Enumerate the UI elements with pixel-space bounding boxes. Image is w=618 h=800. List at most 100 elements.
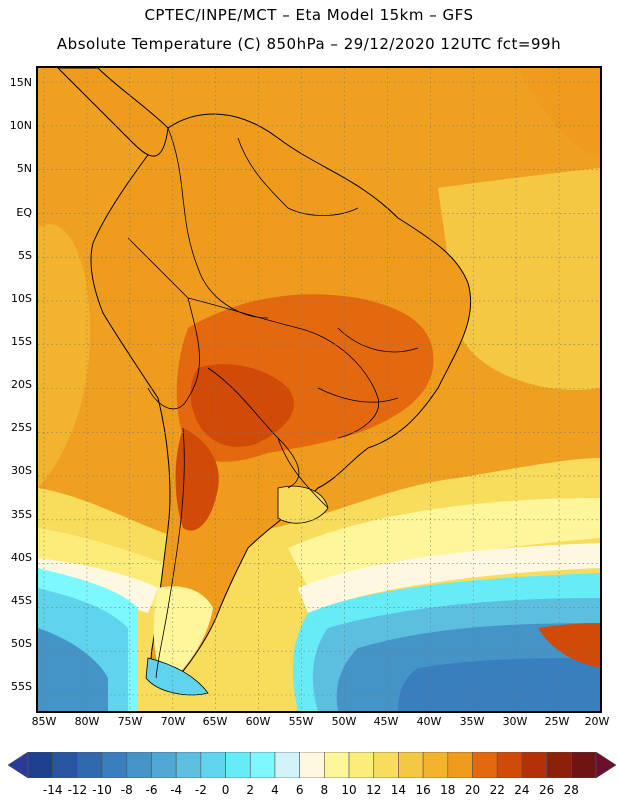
central-america [57, 68, 169, 157]
andes-hot-strip [175, 428, 219, 531]
lat-label: 10N [9, 119, 32, 132]
lat-label: 15S [11, 335, 32, 348]
chaco-hot-core [190, 364, 294, 447]
lon-label: 65W [202, 715, 228, 728]
colorbar-tick-label: 12 [366, 783, 382, 797]
colorbar-segment [27, 752, 53, 778]
border-colombia [167, 127, 269, 319]
lon-label: 80W [74, 715, 100, 728]
lon-label: 85W [31, 715, 57, 728]
border-brazil-states-2 [317, 387, 399, 403]
lon-label: 40W [416, 715, 442, 728]
border-bolivia-paraguay [207, 367, 300, 489]
colorbar-tick-label: 0 [221, 783, 230, 797]
temperature-colorbar [8, 752, 616, 778]
colorbar-segment [398, 752, 424, 778]
colorbar-segment [571, 752, 597, 778]
atlantic-coldest-zone [398, 658, 600, 711]
colorbar-segment [200, 752, 226, 778]
border-venezuela [237, 137, 359, 216]
border-argentina-brazil [277, 437, 329, 509]
colorbar-tick-label: -12 [67, 783, 88, 797]
colorbar-tick-label: -8 [120, 783, 133, 797]
atlantic-pale-band [288, 498, 600, 588]
lat-label: EQ [16, 206, 32, 219]
colorbar-segment [521, 752, 547, 778]
colorbar-segment [472, 752, 498, 778]
colorbar-tick-label: 8 [320, 783, 329, 797]
lat-label: 45S [11, 594, 32, 607]
lat-label: 55S [11, 680, 32, 693]
colorbar-tick-label: 6 [295, 783, 304, 797]
chart-title-line2: Absolute Temperature (C) 850hPa – 29/12/… [56, 35, 562, 53]
border-brazil-west [187, 297, 380, 439]
lon-label: 45W [373, 715, 399, 728]
colorbar-segment [175, 752, 202, 778]
lat-label: 5N [16, 162, 32, 175]
colorbar-segment [151, 752, 177, 778]
lat-label: 40S [11, 551, 32, 564]
colorbar-tick-label: 4 [271, 783, 279, 797]
lat-label: 15N [9, 76, 32, 89]
lon-label: 25W [544, 715, 570, 728]
lon-label: 60W [245, 715, 271, 728]
country-borders [127, 127, 419, 679]
pacific-colder-zone [38, 628, 108, 711]
lon-label: 50W [331, 715, 357, 728]
lat-label: 50S [11, 637, 32, 650]
colorbar-segment [52, 752, 78, 778]
lon-label: 75W [117, 715, 143, 728]
colorbar-tick-label: 28 [563, 783, 579, 797]
lon-label: 30W [502, 715, 528, 728]
border-peru [147, 297, 200, 410]
lon-label: 70W [160, 715, 186, 728]
colorbar-tick-label: 18 [440, 783, 456, 797]
tierra-del-fuego [145, 657, 209, 696]
map-svg [38, 68, 600, 711]
colorbar-segment [77, 752, 103, 778]
colorbar-tick-label: -6 [145, 783, 158, 797]
colorbar-segment [299, 752, 325, 778]
colorbar-tick-label: -4 [170, 783, 183, 797]
lat-label: 25S [11, 421, 32, 434]
colorbar-segment [422, 752, 449, 778]
colorbar-segment [546, 752, 572, 778]
lat-label: 35S [11, 508, 32, 521]
colorbar-under-arrow [8, 752, 29, 778]
lon-label: 55W [288, 715, 314, 728]
colorbar-tick-label: 22 [489, 783, 505, 797]
colorbar-segment [249, 752, 276, 778]
border-chile-argentina [155, 427, 185, 679]
colorbar-tick-label: 24 [514, 783, 530, 797]
colorbar-tick-label: 14 [390, 783, 407, 797]
graticule [38, 68, 600, 711]
colorbar-over-arrow [595, 752, 616, 778]
colorbar-tick-label: -14 [42, 783, 63, 797]
lat-label: 10S [11, 292, 32, 305]
colorbar-tick-label: 2 [246, 783, 255, 797]
border-ecuador [127, 237, 189, 299]
lat-label: 20S [11, 378, 32, 391]
lat-label: 5S [18, 249, 32, 262]
temperature-map [36, 66, 602, 713]
colorbar-tick-label: -2 [194, 783, 207, 797]
lon-label: 20W [584, 715, 610, 728]
colorbar-tick-label: 20 [464, 783, 481, 797]
colorbar-segment [126, 752, 152, 778]
colorbar-segment [447, 752, 473, 778]
colorbar-tick-label: 16 [415, 783, 431, 797]
colorbar-segment [373, 752, 399, 778]
colorbar-segment [348, 752, 375, 778]
colorbar-tick-label: -10 [92, 783, 112, 797]
pacific-warm-patch [38, 224, 90, 488]
atlantic-white-strip [298, 543, 600, 613]
colorbar-segment [274, 752, 300, 778]
colorbar-tick-label: 10 [341, 783, 357, 797]
colorbar-segment [225, 752, 251, 778]
patagonia-region [153, 586, 213, 683]
atlantic-warm-patch [438, 168, 600, 390]
chart-title-line1: CPTEC/INPE/MCT – Eta Model 15km – GFS [144, 6, 474, 24]
lon-label: 35W [459, 715, 485, 728]
colorbar-segment [101, 752, 128, 778]
colorbar-segment [496, 752, 523, 778]
